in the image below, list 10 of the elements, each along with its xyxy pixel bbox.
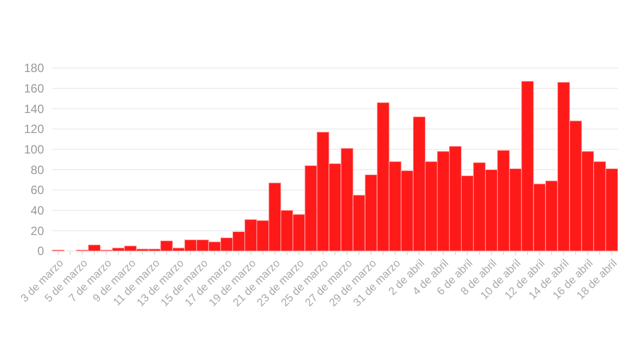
y-tick-label: 0	[37, 244, 44, 258]
y-tick-label: 180	[24, 61, 44, 76]
y-tick-label: 20	[30, 224, 44, 238]
y-tick-label: 160	[24, 82, 44, 96]
y-tick-label: 60	[30, 183, 44, 198]
y-tick-label: 100	[24, 142, 44, 157]
y-tick-label: 140	[24, 102, 44, 116]
y-tick-label: 120	[24, 122, 44, 136]
y-tick-label: 40	[30, 204, 44, 218]
y-tick-label: 80	[30, 162, 44, 177]
